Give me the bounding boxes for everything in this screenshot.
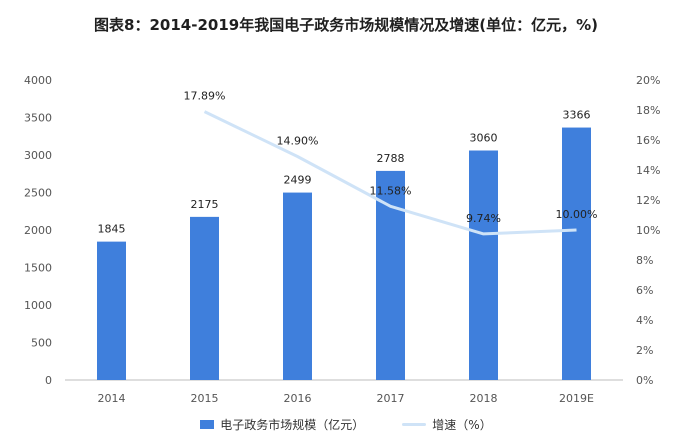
left-tick-label: 3500	[24, 112, 52, 125]
right-tick-label: 16%	[636, 134, 660, 147]
right-tick-label: 6%	[636, 284, 653, 297]
x-tick-label: 2017	[377, 392, 405, 405]
x-tick-label: 2015	[191, 392, 219, 405]
growth-value-label: 9.74%	[466, 212, 501, 225]
combo-chart: 0 500 1000 1500 2000 2500 3000 3500 4000 0% 2% 4% 6…	[24, 74, 660, 405]
x-tick-label: 2016	[284, 392, 312, 405]
right-tick-label: 20%	[636, 74, 660, 87]
x-tick-label: 2014	[98, 392, 126, 405]
x-tick-label: 2018	[470, 392, 498, 405]
bar	[469, 150, 498, 380]
left-tick-label: 4000	[24, 74, 52, 87]
left-tick-label: 0	[45, 374, 52, 387]
left-tick-label: 2500	[24, 187, 52, 200]
bar	[283, 192, 312, 380]
left-tick-label: 1000	[24, 299, 52, 312]
left-tick-label: 3000	[24, 149, 52, 162]
x-tick-label: 2019E	[559, 392, 594, 405]
bar-value-label: 1845	[98, 223, 126, 236]
bar-value-label: 2499	[284, 174, 312, 187]
legend-item-bar: 电子政务市场规模（亿元）	[200, 416, 364, 433]
bar	[97, 241, 126, 380]
bar-series	[97, 127, 591, 380]
bar-value-label: 3366	[563, 109, 591, 122]
left-tick-label: 2000	[24, 224, 52, 237]
right-tick-label: 10%	[636, 224, 660, 237]
right-axis: 0% 2% 4% 6% 8% 10% 12% 14% 16% 18% 20%	[636, 74, 660, 387]
legend: 电子政务市场规模（亿元） 增速（%）	[0, 416, 692, 433]
bar	[190, 216, 219, 380]
legend-line-swatch	[402, 423, 427, 426]
right-tick-label: 8%	[636, 254, 653, 267]
right-tick-label: 2%	[636, 344, 653, 357]
right-tick-label: 18%	[636, 104, 660, 117]
right-tick-label: 14%	[636, 164, 660, 177]
left-tick-label: 500	[31, 337, 52, 350]
growth-value-label: 10.00%	[556, 208, 598, 221]
x-axis: 2014 2015 2016 2017 2018 2019E	[98, 392, 595, 405]
right-tick-label: 0%	[636, 374, 653, 387]
legend-bar-swatch	[200, 420, 215, 429]
bar-value-labels: 1845 2175 2499 2788 3060 3366	[98, 109, 591, 236]
chart-title: 图表8：2014-2019年我国电子政务市场规模情况及增速(单位：亿元，%)	[94, 16, 598, 34]
growth-line-series	[203, 110, 577, 236]
legend-bar-label: 电子政务市场规模（亿元）	[220, 418, 365, 432]
bar	[562, 127, 591, 380]
left-tick-label: 1500	[24, 262, 52, 275]
left-axis: 0 500 1000 1500 2000 2500 3000 3500 4000	[24, 74, 52, 387]
right-tick-label: 12%	[636, 194, 660, 207]
legend-item-line: 增速（%）	[402, 416, 492, 433]
right-tick-label: 4%	[636, 314, 653, 327]
growth-value-label: 14.90%	[277, 135, 319, 148]
growth-value-labels: 17.89% 14.90% 11.58% 9.74% 10.00%	[184, 90, 598, 225]
growth-line	[203, 110, 577, 236]
growth-value-label: 11.58%	[370, 184, 412, 197]
growth-value-label: 17.89%	[184, 90, 226, 103]
bar-value-label: 2175	[191, 198, 219, 211]
bar-value-label: 3060	[470, 132, 498, 145]
bar-value-label: 2788	[377, 152, 405, 165]
legend-line-label: 增速（%）	[432, 418, 492, 432]
